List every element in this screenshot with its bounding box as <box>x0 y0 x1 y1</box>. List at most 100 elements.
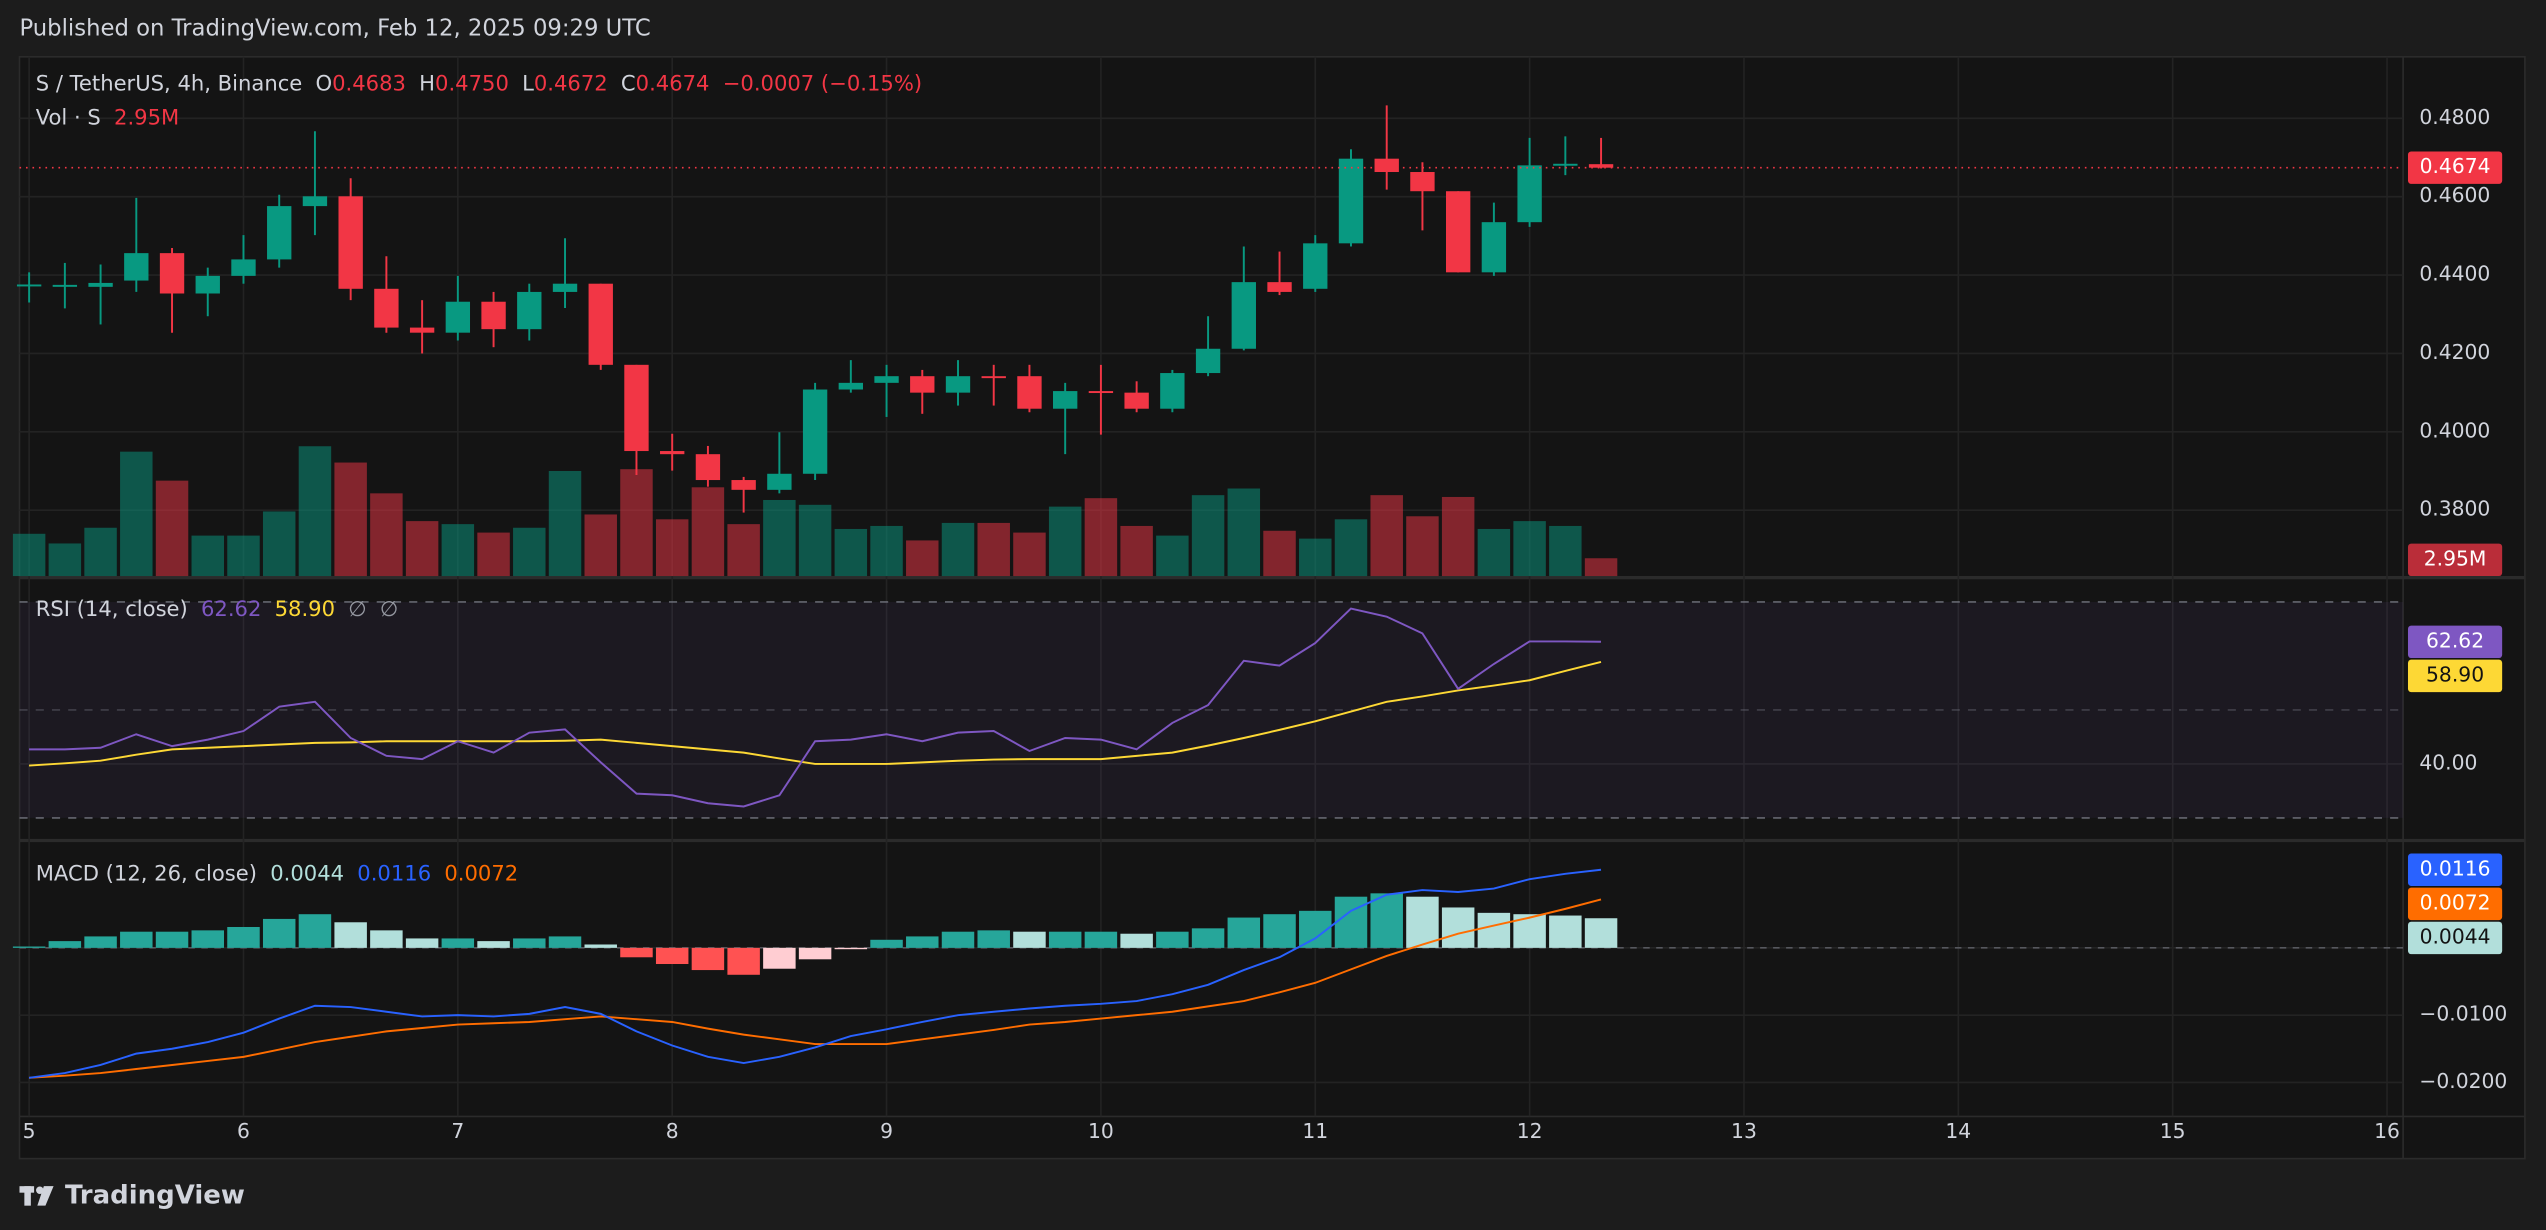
candle-body <box>874 376 899 383</box>
axis-tag-label: 0.0072 <box>2420 890 2491 914</box>
macd-histogram-bar <box>1441 907 1475 948</box>
axis-tag <box>2407 659 2503 693</box>
volume-bar <box>1549 525 1582 577</box>
macd-histogram-bar <box>548 936 582 948</box>
volume-bar <box>620 469 653 577</box>
close-label: C <box>621 70 636 95</box>
volume-bar <box>298 446 332 577</box>
axis-tag <box>2407 625 2503 659</box>
volume-bar <box>1227 488 1261 577</box>
volume-bar <box>1263 530 1296 577</box>
candle-body <box>409 327 435 333</box>
candle-body <box>159 253 185 294</box>
candle-body <box>1160 373 1185 409</box>
candle-body <box>302 196 328 207</box>
macd-histogram-bar <box>1191 928 1225 948</box>
axis-tag-label: 0.4674 <box>2420 154 2491 178</box>
candle-body <box>16 284 42 287</box>
macd-histogram-bar <box>1013 931 1046 948</box>
candle-body <box>1267 282 1292 292</box>
candle-body <box>1053 391 1078 409</box>
candle-body <box>624 364 649 452</box>
candle-body <box>1553 163 1578 166</box>
rsi-band <box>19 601 2404 818</box>
high-value: 0.4750 <box>435 70 509 95</box>
candle-body <box>660 451 685 455</box>
macd-histogram-bar <box>120 931 153 948</box>
volume-bar <box>334 462 367 577</box>
candle-body <box>588 283 613 365</box>
macd-value: 0.0116 <box>357 861 431 886</box>
volume-bar <box>1013 532 1046 577</box>
indicator-layer <box>12 601 2404 1079</box>
volume-bar <box>227 535 260 577</box>
macd-histogram-bar <box>727 947 760 975</box>
open-label: O <box>316 70 333 95</box>
candle-body <box>802 389 828 474</box>
close-value: 0.4674 <box>636 70 710 95</box>
candle-body <box>267 206 292 260</box>
brand-name: TradingView <box>65 1180 245 1210</box>
rsi-extra: ∅ <box>348 596 366 621</box>
macd-hist-value: 0.0044 <box>270 861 344 886</box>
published-note: Published on TradingView.com, Feb 12, 20… <box>19 16 650 42</box>
macd-histogram-bar <box>834 947 868 950</box>
macd-histogram-bar <box>262 918 296 948</box>
macd-histogram-bar <box>584 944 617 948</box>
volume-bar <box>262 511 296 577</box>
volume-value: 2.95M <box>114 104 179 129</box>
volume-bar <box>1084 498 1118 577</box>
candle-body <box>945 376 971 393</box>
high-label: H <box>419 70 435 95</box>
macd-histogram-bar <box>798 947 832 960</box>
candle-body <box>1410 172 1435 192</box>
macd-histogram-bar <box>870 939 903 948</box>
macd-legend: MACD (12, 26, close) 0.0044 0.0116 0.007… <box>36 861 518 886</box>
macd-histogram-bar <box>1084 931 1118 948</box>
candle-body <box>1088 391 1114 394</box>
symbol: S / TetherUS, 4h, Binance <box>36 70 303 95</box>
axis-tag-label: 0.0116 <box>2420 856 2491 880</box>
volume-bar <box>48 543 82 577</box>
x-tick-label: 8 <box>666 1119 679 1143</box>
candle-body <box>1517 165 1542 223</box>
volume-bar <box>1370 495 1403 577</box>
candle-body <box>1374 158 1399 173</box>
macd-histogram-bar <box>1370 893 1403 948</box>
volume-bar <box>1334 519 1368 577</box>
y-tick-label: 0.3800 <box>2419 497 2490 521</box>
candle-body <box>910 376 935 393</box>
candle-body <box>1124 392 1149 409</box>
axis-tag-label: 0.0044 <box>2420 924 2491 948</box>
volume-bar <box>1441 496 1475 577</box>
macd-name: MACD (12, 26, close) <box>36 861 257 886</box>
macd-histogram-bar <box>48 941 82 948</box>
volume-bar <box>727 524 760 577</box>
candle-body <box>767 473 792 490</box>
volume-bar <box>941 522 975 577</box>
y-tick-label: 0.4400 <box>2419 262 2490 286</box>
macd-histogram-bar <box>691 947 725 971</box>
rsi-ma-value: 58.90 <box>275 596 335 621</box>
candle-body <box>695 454 721 481</box>
y-tick-label: 0.4000 <box>2419 418 2490 442</box>
macd-histogram-bar <box>1156 931 1189 948</box>
y-tick-label: 0.4200 <box>2419 340 2490 364</box>
volume-bar <box>441 524 475 577</box>
candle-body <box>1338 158 1364 244</box>
axis-tag <box>2407 151 2503 184</box>
volume-legend: Vol · S 2.95M <box>36 104 180 129</box>
volume-bar <box>798 504 832 577</box>
axis-tags: 0.4674 2.95M 62.62 58.90 0.0116 0.0072 0.0044 <box>2407 151 2503 955</box>
macd-histogram-bar <box>477 941 510 948</box>
macd-histogram-bar <box>1334 896 1368 948</box>
x-tick-label: 12 <box>1517 1119 1543 1143</box>
signal-value: 0.0072 <box>444 861 518 886</box>
volume-layer <box>12 446 1618 577</box>
volume-bar <box>691 487 725 577</box>
chart-area <box>18 55 2526 1160</box>
candle-body <box>517 291 542 330</box>
volume-name: Vol · S <box>36 104 101 129</box>
